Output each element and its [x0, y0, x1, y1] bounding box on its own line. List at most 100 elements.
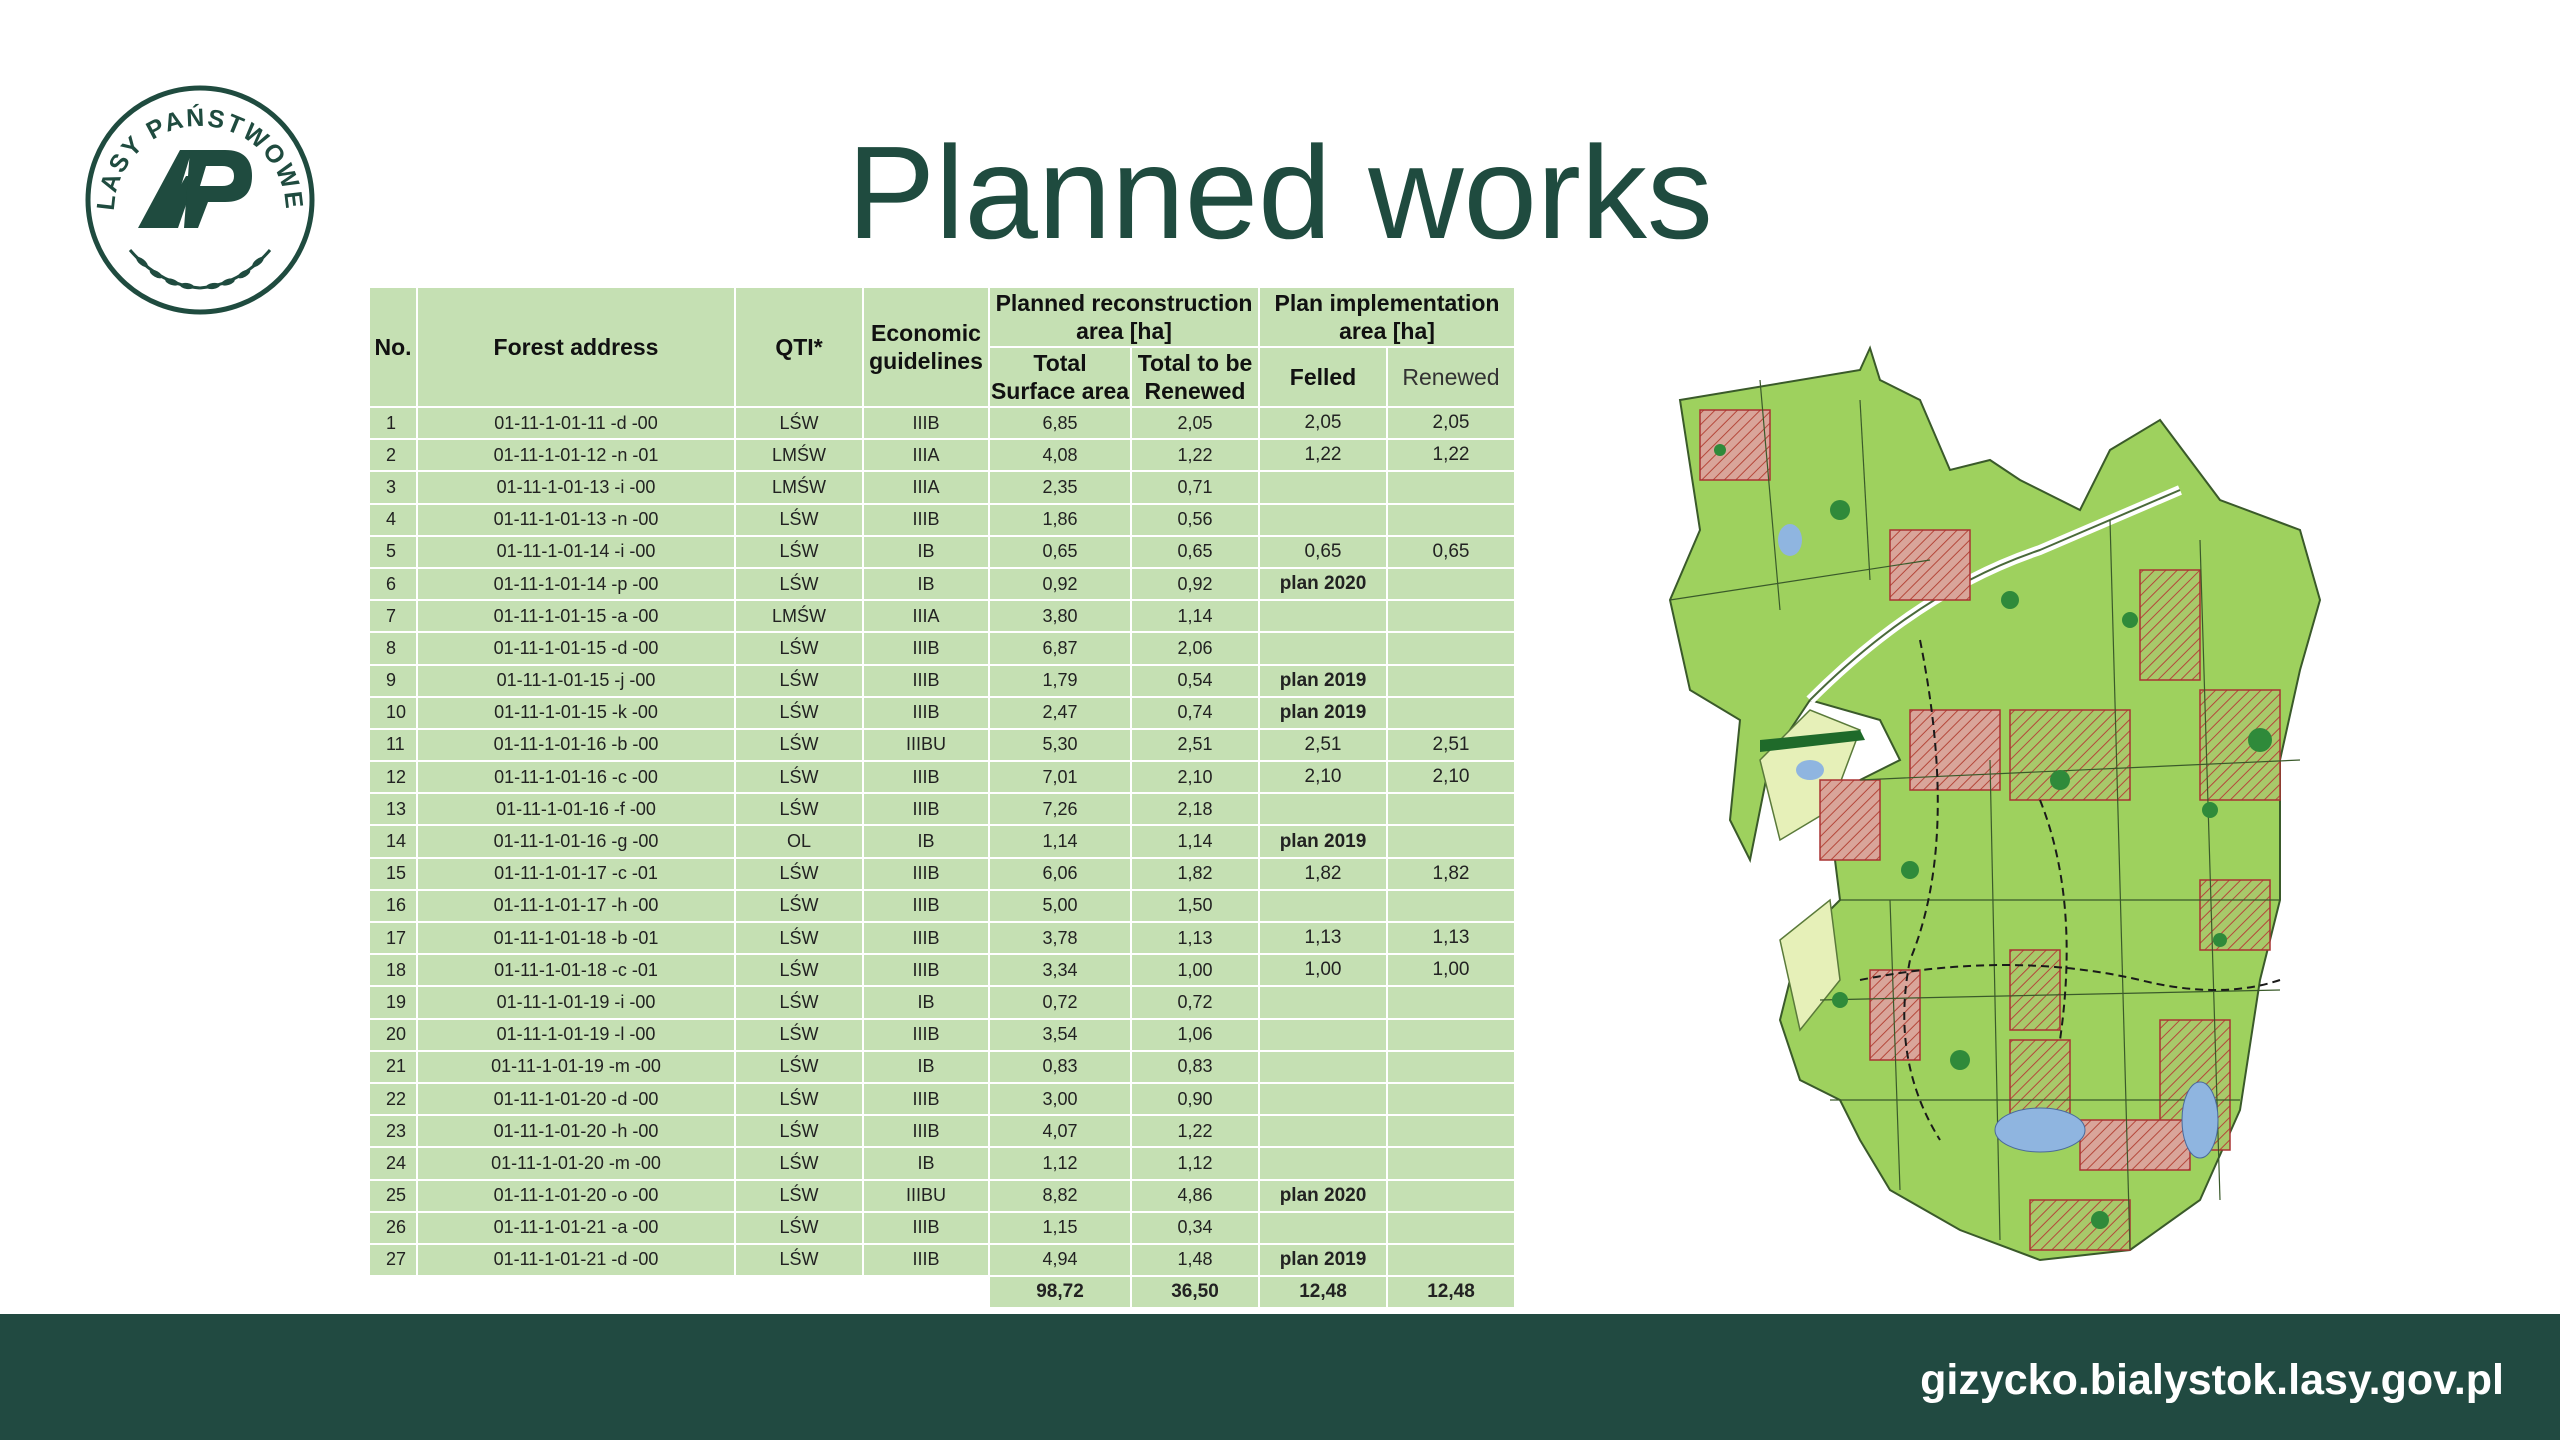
row-felled	[1258, 985, 1388, 1020]
row-total-surface: 7,26	[988, 792, 1132, 827]
totals-row: 98,72 36,50 12,48 12,48	[368, 1275, 1516, 1310]
table-row: 6 01-11-1-01-14 -p -00 LŚW IB 0,92 0,92 plan 2…	[368, 566, 1516, 602]
row-qti: LŚW	[734, 1242, 864, 1278]
row-renewed	[1386, 1049, 1516, 1084]
row-total-surface: 1,86	[988, 502, 1132, 537]
row-total-renewed: 0,74	[1130, 695, 1260, 730]
row-total-renewed: 0,34	[1130, 1210, 1260, 1245]
row-total-renewed: 0,71	[1130, 470, 1260, 505]
row-economic-guideline: IIIA	[862, 599, 990, 634]
row-total-surface: 5,00	[988, 888, 1132, 924]
totals-blank	[368, 1275, 990, 1310]
row-total-surface: 1,12	[988, 1146, 1132, 1181]
row-total-surface: 2,35	[988, 470, 1132, 505]
row-renewed	[1386, 566, 1516, 602]
row-renewed	[1386, 1210, 1516, 1245]
row-forest-address: 01-11-1-01-18 -c -01	[416, 953, 736, 988]
table-row: 15 01-11-1-01-17 -c -01 LŚW IIIB 6,06 1,82 1,8…	[368, 856, 1516, 891]
row-number: 6	[368, 566, 418, 602]
row-felled	[1258, 1081, 1388, 1117]
row-felled: plan 2020	[1258, 566, 1388, 602]
table-row: 26 01-11-1-01-21 -a -00 LŚW IIIB 1,15 0,34	[368, 1210, 1516, 1245]
row-total-surface: 3,00	[988, 1081, 1132, 1117]
row-renewed: 0,65	[1386, 534, 1516, 569]
row-total-renewed: 0,54	[1130, 663, 1260, 698]
row-economic-guideline: IIIBU	[862, 727, 990, 763]
row-total-surface: 1,15	[988, 1210, 1132, 1245]
row-number: 1	[368, 405, 418, 441]
row-felled: plan 2019	[1258, 824, 1388, 859]
header-plan-implementation: Plan implementation area [ha]	[1258, 286, 1516, 348]
row-felled: 1,22	[1258, 438, 1388, 473]
row-total-surface: 4,94	[988, 1242, 1132, 1278]
row-forest-address: 01-11-1-01-20 -d -00	[416, 1081, 736, 1117]
row-forest-address: 01-11-1-01-16 -b -00	[416, 727, 736, 763]
row-renewed	[1386, 1146, 1516, 1181]
row-total-renewed: 1,14	[1130, 824, 1260, 859]
row-economic-guideline: IB	[862, 824, 990, 859]
row-felled: 0,65	[1258, 534, 1388, 569]
table-row: 23 01-11-1-01-20 -h -00 LŚW IIIB 4,07 1,22	[368, 1114, 1516, 1149]
footer-url[interactable]: gizycko.bialystok.lasy.gov.pl	[1920, 1356, 2504, 1404]
table-row: 19 01-11-1-01-19 -i -00 LŚW IB 0,72 0,72	[368, 985, 1516, 1020]
row-number: 26	[368, 1210, 418, 1245]
table-row: 13 01-11-1-01-16 -f -00 LŚW IIIB 7,26 2,18	[368, 792, 1516, 827]
row-number: 8	[368, 631, 418, 666]
row-number: 2	[368, 438, 418, 473]
total-surface-sum: 98,72	[988, 1275, 1132, 1310]
table-row: 17 01-11-1-01-18 -b -01 LŚW IIIB 3,78 1,13 1,1…	[368, 920, 1516, 956]
row-number: 12	[368, 760, 418, 795]
table-row: 20 01-11-1-01-19 -l -00 LŚW IIIB 3,54 1,06	[368, 1017, 1516, 1052]
row-qti: LMŚW	[734, 470, 864, 505]
row-felled: 2,05	[1258, 405, 1388, 441]
row-qti: LŚW	[734, 985, 864, 1020]
row-number: 3	[368, 470, 418, 505]
table-row: 22 01-11-1-01-20 -d -00 LŚW IIIB 3,00 0,90	[368, 1081, 1516, 1117]
row-felled	[1258, 888, 1388, 924]
row-qti: LŚW	[734, 566, 864, 602]
table-row: 25 01-11-1-01-20 -o -00 LŚW IIIBU 8,82 4,86 pl…	[368, 1178, 1516, 1213]
row-felled: plan 2020	[1258, 1178, 1388, 1213]
row-forest-address: 01-11-1-01-15 -k -00	[416, 695, 736, 730]
row-economic-guideline: IIIB	[862, 1017, 990, 1052]
row-felled: plan 2019	[1258, 695, 1388, 730]
row-number: 7	[368, 599, 418, 634]
row-forest-address: 01-11-1-01-17 -c -01	[416, 856, 736, 891]
row-number: 13	[368, 792, 418, 827]
row-renewed	[1386, 824, 1516, 859]
row-economic-guideline: IIIB	[862, 1081, 990, 1117]
row-total-renewed: 0,92	[1130, 566, 1260, 602]
row-renewed	[1386, 1114, 1516, 1149]
row-forest-address: 01-11-1-01-21 -a -00	[416, 1210, 736, 1245]
row-economic-guideline: IIIB	[862, 631, 990, 666]
row-qti: LŚW	[734, 663, 864, 698]
row-qti: LŚW	[734, 695, 864, 730]
row-qti: LŚW	[734, 1114, 864, 1149]
row-economic-guideline: IIIB	[862, 502, 990, 537]
row-renewed	[1386, 502, 1516, 537]
row-number: 20	[368, 1017, 418, 1052]
header-felled: Felled	[1258, 346, 1388, 408]
header-no: No.	[368, 286, 418, 408]
row-total-surface: 6,06	[988, 856, 1132, 891]
row-felled	[1258, 1049, 1388, 1084]
row-qti: LMŚW	[734, 599, 864, 634]
total-renewed-sum: 36,50	[1130, 1275, 1260, 1310]
table-row: 3 01-11-1-01-13 -i -00 LMŚW IIIA 2,35 0,71	[368, 470, 1516, 505]
row-economic-guideline: IIIB	[862, 920, 990, 956]
row-forest-address: 01-11-1-01-12 -n -01	[416, 438, 736, 473]
row-renewed: 1,13	[1386, 920, 1516, 956]
row-total-renewed: 1,13	[1130, 920, 1260, 956]
row-number: 27	[368, 1242, 418, 1278]
row-qti: LŚW	[734, 920, 864, 956]
row-economic-guideline: IIIB	[862, 760, 990, 795]
row-number: 21	[368, 1049, 418, 1084]
row-qti: LŚW	[734, 792, 864, 827]
row-qti: LŚW	[734, 1178, 864, 1213]
table-row: 10 01-11-1-01-15 -k -00 LŚW IIIB 2,47 0,74 pla…	[368, 695, 1516, 730]
row-felled	[1258, 1017, 1388, 1052]
row-renewed	[1386, 631, 1516, 666]
row-renewed: 1,00	[1386, 953, 1516, 988]
row-total-renewed: 0,90	[1130, 1081, 1260, 1117]
forest-map	[1668, 345, 2322, 1262]
